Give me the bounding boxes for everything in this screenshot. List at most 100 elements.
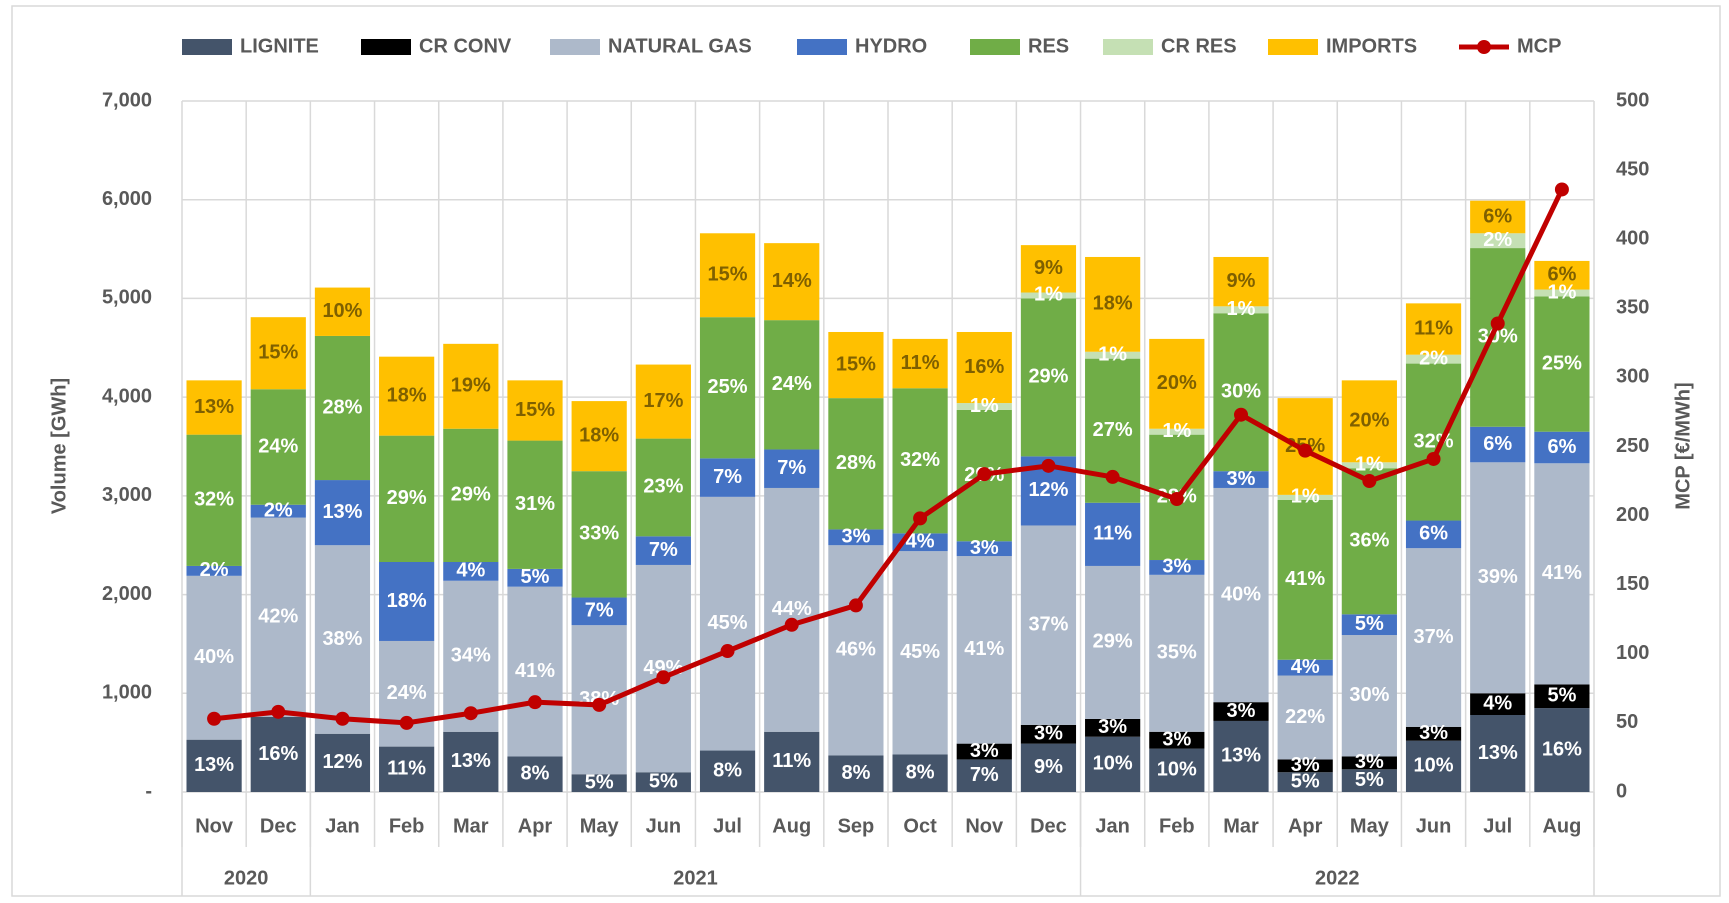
bar-segment (186, 434, 242, 566)
bar-segment (186, 739, 242, 792)
bar-segment (571, 471, 627, 598)
y2-axis-title: MCP [€/MWh] (1672, 382, 1694, 509)
data-label: 2% (200, 559, 229, 581)
x-tick-label: Jun (1416, 815, 1452, 837)
bar-segment (635, 438, 691, 537)
bar-segment (1213, 313, 1269, 472)
bar-segment (1405, 520, 1462, 549)
bar-segment (1020, 743, 1077, 792)
bar-segment (1470, 426, 1526, 463)
data-label: 13% (1221, 745, 1261, 767)
data-label: 1% (1291, 486, 1320, 508)
data-label: 44% (772, 598, 812, 620)
bar-segment (956, 541, 1012, 557)
line-marker (1426, 451, 1441, 466)
data-label: 25% (708, 376, 748, 398)
data-label: 9% (1034, 257, 1063, 279)
bar-segment (1277, 772, 1333, 792)
data-label: 17% (643, 390, 683, 412)
data-label: 25% (1542, 352, 1582, 374)
bar-segment (571, 774, 627, 792)
bar-segment (1341, 468, 1397, 615)
y2-tick-label: 150 (1616, 573, 1649, 595)
y-tick-label: 2,000 (102, 583, 152, 605)
data-label: 24% (772, 373, 812, 395)
data-label: 10% (322, 300, 362, 322)
year-label: 2022 (1315, 867, 1360, 889)
data-label: 5% (1355, 613, 1384, 635)
data-label: 13% (322, 501, 362, 523)
x-tick-label: Dec (260, 815, 297, 837)
data-label: 1% (1098, 343, 1127, 365)
bar-segment (956, 759, 1012, 792)
bar-segment (314, 335, 371, 481)
data-label: 15% (515, 399, 555, 421)
bar-segment (1405, 548, 1462, 727)
bar-segment (1405, 740, 1462, 792)
data-label: 7% (970, 764, 999, 786)
bar-segment (1085, 351, 1141, 359)
bar-segment (379, 435, 435, 562)
y2-tick-label: 0 (1616, 780, 1627, 802)
data-label: 3% (1034, 723, 1063, 745)
bar-segment (507, 440, 563, 569)
bar-segment (314, 733, 371, 792)
data-label: 13% (1478, 742, 1518, 764)
bar-segment (828, 755, 884, 792)
x-tick-label: Aug (1542, 815, 1581, 837)
bar-segment (1534, 708, 1590, 792)
data-label: 45% (900, 641, 940, 663)
data-label: 4% (1483, 692, 1512, 714)
bar-segment (1149, 574, 1205, 732)
data-label: 33% (579, 523, 619, 545)
line-marker (1362, 474, 1377, 489)
data-label: 29% (1093, 631, 1133, 653)
data-label: 3% (1419, 722, 1448, 744)
data-label: 3% (1162, 556, 1191, 578)
bar-segment (1213, 720, 1269, 792)
bar-segment (250, 517, 306, 717)
bar-segment (443, 731, 499, 792)
legend-label: HYDRO (855, 35, 927, 57)
bar-segment (1534, 296, 1590, 432)
bar-segment (507, 380, 563, 441)
data-label: 11% (1093, 523, 1132, 545)
legend-label: MCP (1517, 35, 1561, 57)
x-tick-label: Sep (838, 815, 875, 837)
bar-segment (1085, 718, 1141, 737)
bar-segment (314, 480, 371, 546)
bar-segment (1020, 245, 1077, 293)
bar-segment (1341, 462, 1397, 469)
bar-segment (571, 401, 627, 472)
data-label: 19% (451, 375, 491, 397)
bar-segment (571, 597, 627, 626)
data-label: 6% (1547, 264, 1576, 286)
bar-segment (1470, 462, 1526, 694)
data-label: 24% (258, 435, 298, 457)
data-label: 7% (713, 466, 742, 488)
data-label: 4% (906, 531, 935, 553)
y2-tick-label: 500 (1616, 89, 1649, 111)
bar-segment (443, 343, 499, 429)
bar-segment (1149, 428, 1205, 435)
x-tick-label: Jun (646, 815, 682, 837)
bar-segment (1149, 748, 1205, 792)
y-tick-label: 7,000 (102, 89, 152, 111)
data-label: 46% (836, 639, 876, 661)
legend-swatch (182, 39, 232, 55)
x-tick-label: Jan (325, 815, 359, 837)
data-label: 40% (194, 646, 234, 668)
bar-segment (250, 317, 306, 390)
data-label: 29% (451, 484, 491, 506)
x-tick-label: Jan (1095, 815, 1129, 837)
data-label: 3% (841, 526, 870, 548)
data-label: 32% (900, 449, 940, 471)
bar-segment (956, 556, 1012, 744)
data-label: 1% (1162, 420, 1191, 442)
legend-swatch (970, 39, 1020, 55)
x-tick-label: Mar (453, 815, 489, 837)
y2-tick-label: 350 (1616, 297, 1649, 319)
line-marker (399, 715, 414, 730)
line-marker (335, 711, 350, 726)
line-marker (1490, 316, 1505, 331)
